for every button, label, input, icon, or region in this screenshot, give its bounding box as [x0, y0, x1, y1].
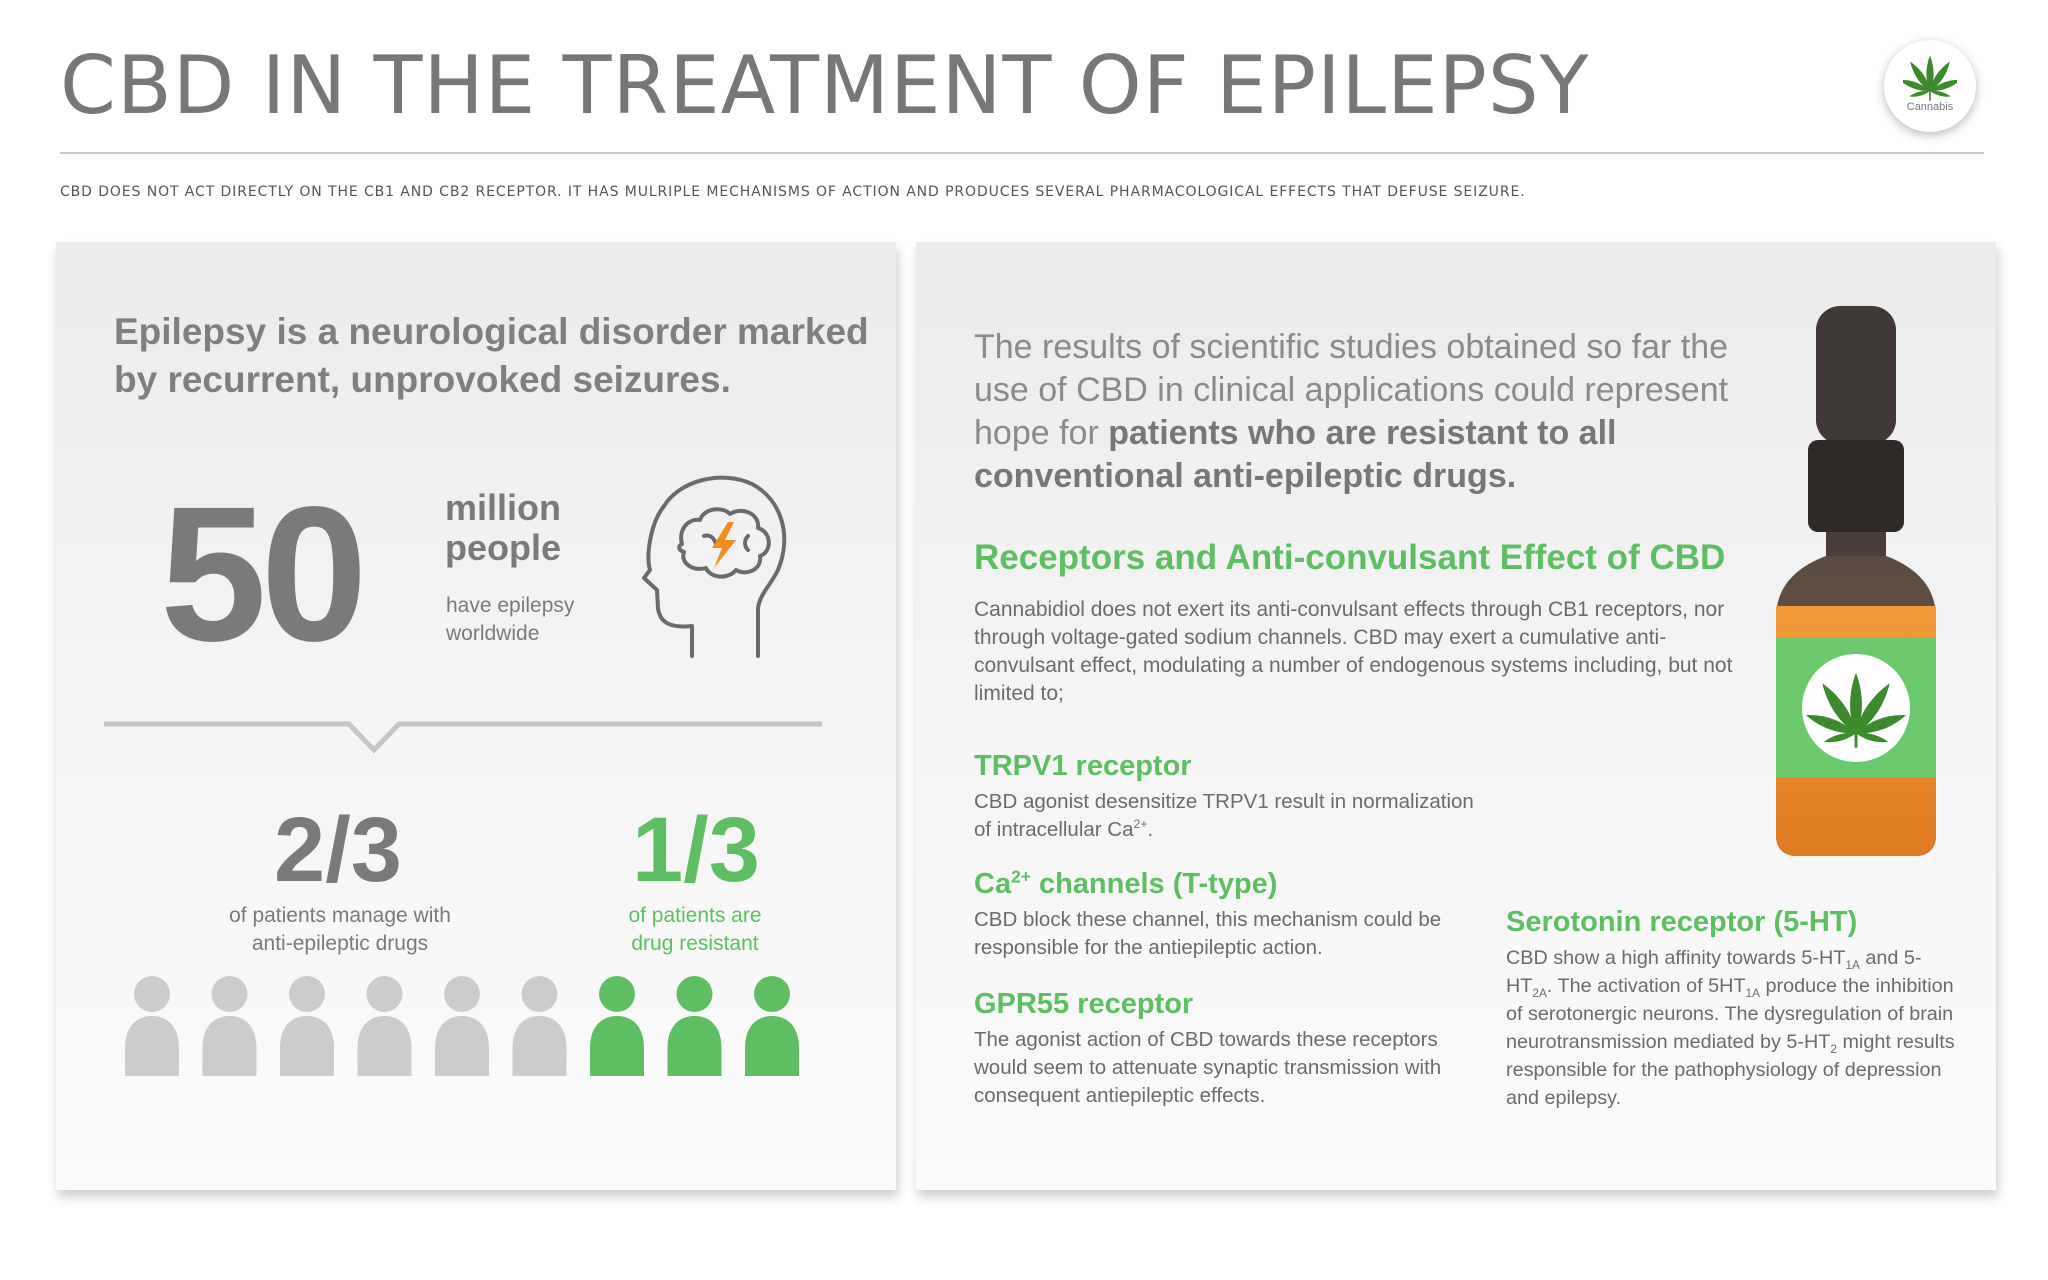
ca-pre: Ca: [974, 868, 1012, 900]
person-icon-managed: [125, 976, 179, 1076]
worldwide-line-2: worldwide: [446, 622, 540, 645]
worldwide-line-1: have epilepsy: [446, 594, 575, 617]
caption-managed: of patients manage with anti-epileptic d…: [180, 902, 500, 958]
intro-text: The results of scientific studies obtain…: [974, 326, 1744, 498]
person-icon-resistant: [590, 976, 644, 1076]
sero-text-3: . The activation of 5HT: [1546, 975, 1746, 997]
epilepsy-definition: Epilepsy is a neurological disorder mark…: [114, 311, 869, 400]
million-people-label: million people: [445, 488, 665, 568]
caption-resistant: of patients are drug resistant: [560, 902, 830, 958]
trpv1-heading: TRPV1 receptor: [974, 750, 1192, 782]
caption-resistant-line-2: drug resistant: [631, 932, 759, 955]
person-icon-managed: [435, 976, 489, 1076]
person-icon-managed: [512, 976, 567, 1076]
calcium-channels-heading: Ca2+ channels (T-type): [974, 866, 1277, 902]
receptors-body: Cannabidiol does not exert its anti-conv…: [974, 598, 1733, 705]
worldwide-label: have epilepsy worldwide: [446, 592, 646, 648]
people-line: people: [445, 527, 562, 568]
logo-text: Cannabis: [1906, 101, 1954, 113]
section-divider-pointer: [104, 721, 822, 754]
page-subtitle: CBD DOES NOT ACT DIRECTLY ON THE CB1 AND…: [60, 184, 1526, 200]
dropper-bottle-icon: [1776, 306, 1936, 856]
person-icon-managed: [202, 976, 257, 1076]
sero-text-1: CBD show a high affinity towards 5-HT: [1506, 947, 1846, 969]
sero-sub-4: 2: [1830, 1041, 1837, 1056]
caption-managed-line-1: of patients manage with: [229, 904, 451, 927]
person-icon-resistant: [667, 976, 722, 1076]
trpv1-end: .: [1147, 818, 1154, 841]
sero-sub-2: 2A: [1532, 985, 1547, 1000]
caption-resistant-line-1: of patients are: [628, 904, 762, 927]
sero-text-4: produce the inhibition of serotonergic n…: [1506, 975, 1954, 1053]
person-icon-resistant: [745, 976, 799, 1076]
sero-text-2: and 5-HT: [1506, 947, 1922, 997]
serotonin-heading: Serotonin receptor (5-HT): [1506, 906, 1858, 938]
receptors-heading: Receptors and Anti-convulsant Effect of …: [974, 538, 1726, 577]
cannabis-logo: Cannabis: [1884, 40, 1976, 132]
big-number: 50: [160, 466, 368, 681]
million-line: million: [445, 487, 561, 528]
trpv1-text: CBD agonist desensitize TRPV1 result in …: [974, 790, 1474, 841]
fraction-managed: 2/3: [274, 799, 402, 901]
gpr55-body: The agonist action of CBD towards these …: [974, 1028, 1442, 1107]
gpr55-heading: GPR55 receptor: [974, 988, 1194, 1020]
sero-sub-1: 1A: [1845, 957, 1860, 972]
calcium-channels-body: CBD block these channel, this mechanism …: [974, 908, 1442, 959]
head-lightning-icon: [642, 475, 787, 658]
person-icon-managed: [357, 976, 412, 1076]
fraction-resistant: 1/3: [632, 799, 760, 901]
person-icon-managed: [280, 976, 334, 1076]
sero-sub-3: 1A: [1745, 985, 1761, 1000]
trpv1-body: CBD agonist desensitize TRPV1 result in …: [974, 788, 1474, 844]
sero-text-5: might results responsible for the pathop…: [1506, 1031, 1955, 1109]
ca-post: channels (T-type): [1030, 868, 1278, 900]
header-divider: [60, 152, 1984, 154]
serotonin-body: CBD show a high affinity towards 5-HT1A …: [1506, 944, 1966, 1112]
caption-managed-line-2: anti-epileptic drugs: [251, 932, 429, 955]
trpv1-sup: 2+: [1133, 817, 1148, 832]
page-title: CBD IN THE TREATMENT OF EPILEPSY: [60, 39, 1590, 132]
intro-bold: patients who are resistant to all conven…: [974, 414, 1617, 495]
people-row: [125, 976, 799, 1076]
cannabis-leaf-icon: [1903, 55, 1957, 101]
intro-plain: The results of scientific studies obtain…: [974, 328, 1729, 452]
ca-sup: 2+: [1011, 866, 1031, 887]
